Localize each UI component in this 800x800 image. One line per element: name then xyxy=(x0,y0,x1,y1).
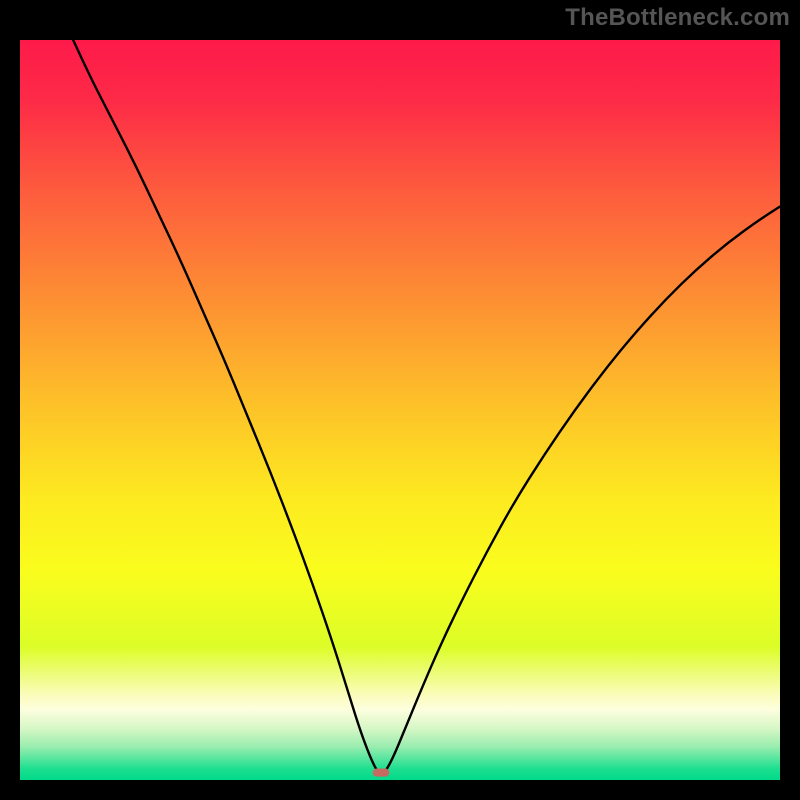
chart-background xyxy=(20,40,780,780)
minimum-marker xyxy=(373,769,390,777)
bottleneck-chart xyxy=(0,0,800,800)
attribution-text: TheBottleneck.com xyxy=(565,4,790,32)
